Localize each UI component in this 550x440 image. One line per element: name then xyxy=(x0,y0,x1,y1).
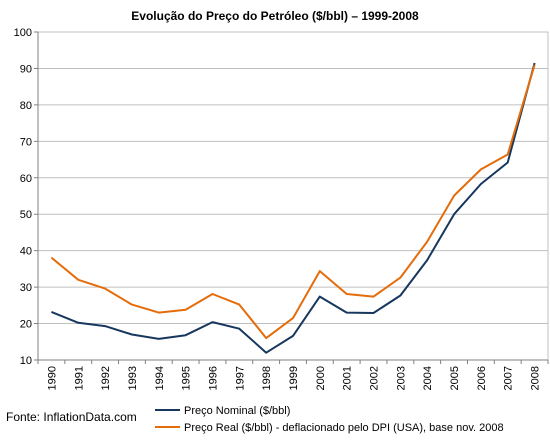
x-tick-label: 1990 xyxy=(46,366,58,390)
x-tick-label: 1998 xyxy=(261,366,273,390)
series-line-0 xyxy=(51,62,536,354)
x-tick-label: 2006 xyxy=(476,366,488,390)
x-tick-label: 2002 xyxy=(369,366,381,390)
x-tick-label: 2007 xyxy=(503,366,515,390)
y-tick-label: 30 xyxy=(20,282,32,294)
legend: Preço Nominal ($/bbl) Preço Real ($/bbl) … xyxy=(155,405,504,434)
y-tick-label: 20 xyxy=(20,319,32,331)
y-tick-label: 100 xyxy=(14,27,32,39)
x-tick-label: 1997 xyxy=(234,366,246,390)
grid-lines xyxy=(38,67,548,325)
y-tick-label: 40 xyxy=(20,246,32,258)
y-tick-label: 60 xyxy=(20,173,32,185)
source-note: Fonte: InflationData.com xyxy=(6,410,137,424)
x-tick-label: 2000 xyxy=(315,366,327,390)
y-tick-labels: 10 20 30 40 50 60 70 80 90 100 xyxy=(14,27,32,367)
chart-title: Evolução do Preço do Petróleo ($/bbl) – … xyxy=(131,9,419,23)
x-tick-label: 1992 xyxy=(100,366,112,390)
x-tick-label: 2005 xyxy=(449,366,461,390)
x-tick-label: 1995 xyxy=(181,366,193,390)
x-tick-label: 2008 xyxy=(530,366,542,390)
y-tick-label: 70 xyxy=(20,136,32,148)
x-tick-label: 1994 xyxy=(154,366,166,390)
legend-label-1: Preço Real ($/bbl) - deflacionado pelo D… xyxy=(184,422,504,434)
plot-area xyxy=(37,31,549,361)
x-tick-label: 2001 xyxy=(342,366,354,390)
x-tick-label: 1996 xyxy=(207,366,219,390)
series-lines xyxy=(50,62,536,354)
y-tick-label: 50 xyxy=(20,209,32,221)
x-tick-label: 1999 xyxy=(288,366,300,390)
legend-label-0: Preço Nominal ($/bbl) xyxy=(184,405,290,417)
x-tick-label: 2003 xyxy=(395,366,407,390)
y-tick-label: 10 xyxy=(20,355,32,367)
y-tick-label: 80 xyxy=(20,100,32,112)
x-tick-label: 2004 xyxy=(422,366,434,390)
x-tick-label: 1993 xyxy=(127,366,139,390)
x-tick-label: 1991 xyxy=(73,366,85,390)
y-tick-label: 90 xyxy=(20,63,32,75)
x-tick-labels: 1990 1991 1992 1993 1994 1995 1996 1997 1998 1999… xyxy=(46,366,541,390)
series-line-1 xyxy=(50,64,536,340)
axes xyxy=(34,31,549,364)
